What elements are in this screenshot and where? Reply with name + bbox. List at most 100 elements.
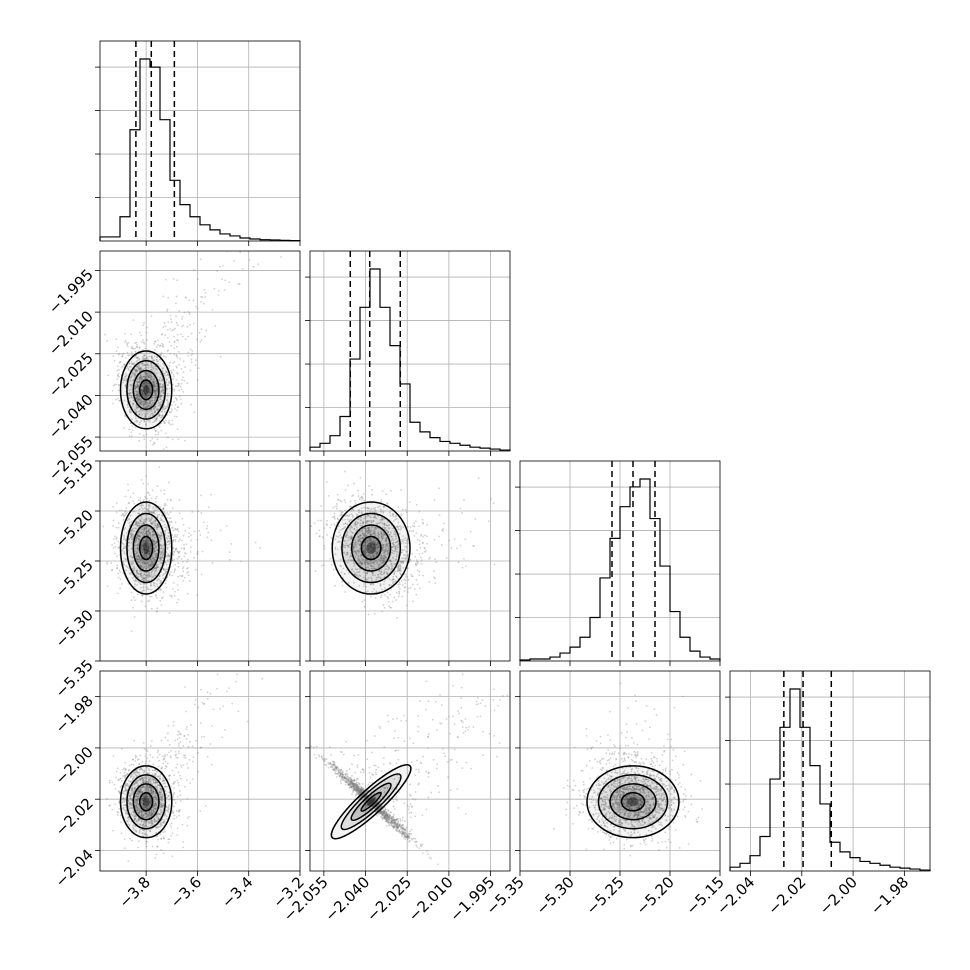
scatter-point — [165, 371, 168, 373]
scatter-point — [150, 376, 153, 379]
scatter-point — [159, 544, 162, 547]
scatter-point — [144, 377, 147, 380]
scatter-point — [142, 386, 145, 389]
scatter-point — [133, 616, 136, 618]
scatter-point — [116, 567, 119, 569]
scatter-point — [171, 559, 174, 562]
scatter-point — [174, 396, 177, 399]
scatter-point — [151, 533, 154, 536]
scatter-point — [139, 508, 141, 510]
scatter-point — [144, 402, 146, 405]
scatter-point — [134, 369, 137, 372]
scatter-point — [428, 581, 431, 583]
scatter-point — [404, 586, 406, 588]
scatter-point — [404, 573, 407, 576]
scatter-point — [330, 523, 333, 526]
scatter-point — [137, 499, 140, 501]
scatter-point — [144, 401, 147, 404]
scatter-point — [389, 489, 392, 492]
scatter-point — [127, 544, 130, 547]
scatter-point — [137, 535, 140, 537]
scatter-point — [163, 492, 166, 495]
scatter-point — [280, 256, 283, 258]
scatter-point — [135, 410, 138, 413]
scatter-point — [175, 399, 178, 401]
scatter-point — [137, 390, 140, 393]
scatter-point — [172, 277, 175, 280]
scatter-point — [151, 399, 154, 402]
scatter-point — [138, 395, 141, 398]
scatter-point — [137, 524, 139, 527]
scatter-point — [120, 514, 123, 517]
scatter-point — [154, 497, 157, 500]
scatter-point — [136, 406, 139, 409]
scatter-point — [161, 556, 164, 559]
scatter-point — [172, 362, 174, 365]
scatter-point — [190, 354, 193, 356]
scatter-point — [144, 394, 147, 397]
scatter-point — [150, 365, 153, 367]
scatter-point — [197, 278, 199, 280]
scatter-point — [189, 348, 192, 351]
scatter-point — [144, 401, 147, 404]
scatter-point — [148, 520, 151, 523]
scatter-point — [196, 338, 198, 341]
scatter-point — [116, 378, 119, 380]
scatter-point — [175, 397, 178, 400]
scatter-point — [144, 551, 147, 554]
scatter-point — [138, 368, 141, 371]
contour-line — [138, 379, 154, 401]
scatter-point — [155, 417, 158, 420]
scatter-point — [145, 407, 147, 409]
scatter-point — [162, 407, 164, 409]
scatter-point — [139, 397, 142, 400]
scatter-point — [127, 406, 129, 409]
scatter-point — [164, 582, 167, 585]
scatter-point — [167, 384, 170, 386]
scatter-point — [154, 409, 156, 412]
scatter-point — [160, 422, 163, 425]
scatter-point — [387, 597, 390, 600]
scatter-point — [156, 524, 159, 527]
scatter-point — [144, 412, 147, 415]
scatter-point — [155, 583, 158, 586]
scatter-point — [159, 544, 162, 546]
scatter-point — [317, 519, 320, 522]
scatter-point — [144, 384, 147, 387]
scatter-point — [165, 536, 168, 539]
scatter-point — [116, 375, 119, 377]
scatter-point — [487, 520, 490, 523]
scatter-point — [134, 356, 136, 358]
scatter-point — [137, 398, 140, 401]
scatter-point — [146, 508, 149, 511]
scatter-point — [170, 318, 172, 320]
scatter-point — [169, 594, 171, 597]
scatter-point — [142, 404, 145, 407]
scatter-point — [343, 499, 346, 501]
scatter-point — [144, 496, 146, 498]
scatter-point — [154, 394, 156, 396]
scatter-point — [229, 558, 231, 561]
scatter-point — [177, 598, 180, 601]
scatter-point — [152, 505, 155, 508]
scatter-point — [157, 339, 159, 342]
scatter-point — [337, 518, 339, 521]
scatter-point — [146, 402, 149, 405]
scatter-point — [150, 368, 153, 371]
scatter-point — [134, 370, 137, 373]
scatter-panel-3-0: −3.8 −3.6 −3.4 −3.2−1.98−2.00−2.02−2.04 — [52, 670, 308, 912]
scatter-point — [411, 583, 414, 586]
scatter-point — [361, 497, 364, 500]
scatter-point — [242, 207, 244, 209]
scatter-point — [416, 560, 418, 563]
scatter-point — [147, 391, 150, 393]
scatter-point — [138, 376, 141, 379]
scatter-point — [168, 367, 170, 370]
scatter-point — [177, 530, 180, 533]
scatter-point — [450, 547, 453, 549]
scatter-point — [129, 400, 132, 403]
scatter-point — [168, 543, 170, 546]
scatter-point — [142, 368, 145, 371]
scatter-point — [325, 481, 328, 483]
scatter-point — [147, 389, 150, 392]
